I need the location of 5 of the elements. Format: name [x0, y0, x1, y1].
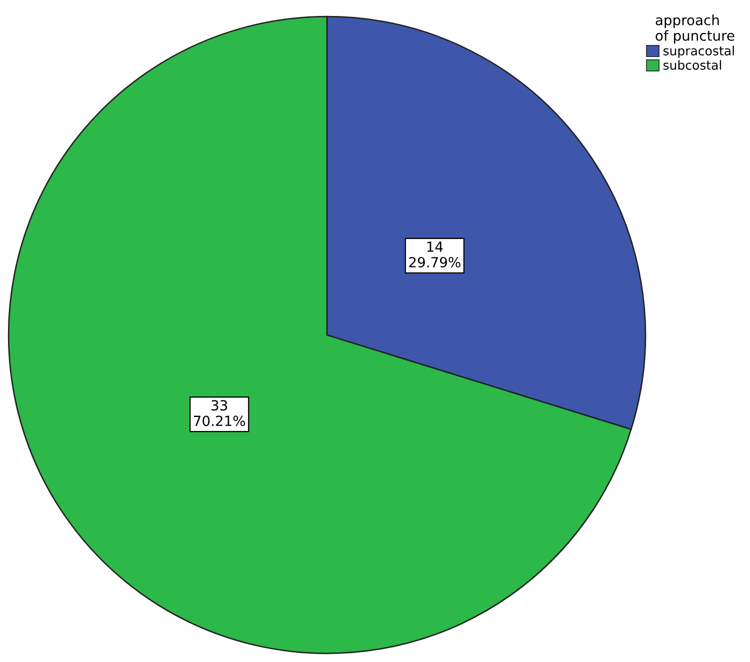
legend-label: supracostal	[663, 46, 734, 58]
legend-title: approach of puncture	[656, 14, 734, 44]
data-label: 14 29.79%	[409, 242, 460, 268]
data-label: 33 70.21%	[194, 400, 246, 426]
legend-label: subcostal	[663, 60, 722, 70]
